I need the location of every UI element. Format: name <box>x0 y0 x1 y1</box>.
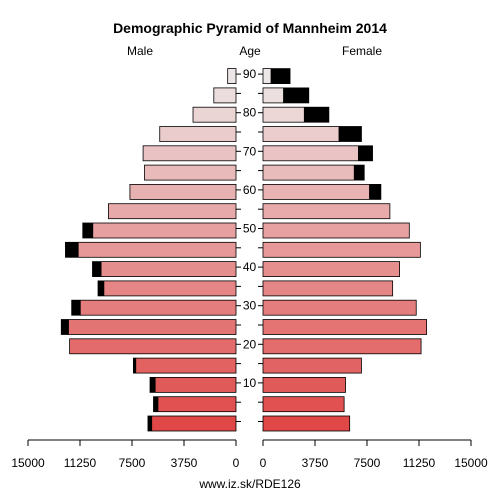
female-bar-50-54 <box>262 222 410 239</box>
x-tick-label: 15000 <box>11 456 45 470</box>
female-excess-70-74 <box>357 145 373 161</box>
male-bar-50-54 <box>82 222 237 239</box>
female-bar-30-34 <box>262 299 417 316</box>
female-bar-40-44 <box>262 261 400 278</box>
female-bar-45-49 <box>262 241 421 258</box>
male-bar-35-39 <box>97 280 237 297</box>
male-bar-25-29 <box>60 319 237 335</box>
female-bar-25-29 <box>262 319 428 335</box>
female-bar-15-19 <box>262 357 362 374</box>
x-tick-label: 7500 <box>354 456 381 470</box>
male-bar-45-49 <box>65 241 237 258</box>
bars-group <box>60 68 428 432</box>
age-tick-label: 50 <box>243 222 257 236</box>
age-tick-label: 90 <box>243 67 257 81</box>
male-excess-35-39 <box>98 280 105 296</box>
male-excess-40-44 <box>92 261 102 277</box>
age-tick-label: 40 <box>243 260 257 274</box>
age-tick-label: 60 <box>243 183 257 197</box>
male-bar-65-69 <box>144 164 237 181</box>
male-bar-5-9 <box>153 396 237 413</box>
female-bar-20-24 <box>262 338 422 355</box>
male-excess-0-4 <box>147 416 153 431</box>
female-bar-60-64 <box>262 183 382 200</box>
footer-url: www.iz.sk/RDE126 <box>198 477 301 491</box>
male-excess-25-29 <box>61 319 69 335</box>
x-tick-label: 11250 <box>403 456 436 470</box>
x-tick-label: 11250 <box>64 456 97 470</box>
age-tick-label: 10 <box>243 376 257 390</box>
male-excess-30-34 <box>71 300 81 316</box>
female-bar-65-69 <box>262 164 365 181</box>
female-bar-70-74 <box>262 145 373 162</box>
x-tick-label: 7500 <box>119 456 146 470</box>
female-bar-55-59 <box>262 203 391 220</box>
female-excess-90+ <box>270 68 291 84</box>
male-bar-30-34 <box>71 299 237 316</box>
x-tick-label: 0 <box>233 456 240 470</box>
x-tick-label: 3750 <box>171 456 198 470</box>
chart-title: Demographic Pyramid of Mannheim 2014 <box>113 20 387 36</box>
female-excess-60-64 <box>369 184 381 200</box>
x-tick-label: 15000 <box>454 456 488 470</box>
age-tick-label: 30 <box>243 299 257 313</box>
age-label: Age <box>239 44 261 58</box>
age-tick-label: 20 <box>243 337 257 351</box>
axes-group: 10 20 30 40 50 60 70 80 90 15000 11250 7500 3750 0 0 37… <box>11 67 488 470</box>
female-label: Female <box>342 44 382 58</box>
female-bar-5-9 <box>262 396 345 413</box>
female-excess-80-84 <box>303 107 329 123</box>
male-bar-90+ <box>227 68 237 84</box>
male-label: Male <box>127 44 153 58</box>
age-tick-label: 70 <box>243 144 257 158</box>
male-excess-50-54 <box>82 223 94 238</box>
x-tick-label: 3750 <box>302 456 329 470</box>
male-excess-15-19 <box>133 358 137 374</box>
male-bar-40-44 <box>92 261 237 278</box>
male-bar-85-89 <box>213 87 237 104</box>
female-bar-35-39 <box>262 280 394 297</box>
female-excess-75-79 <box>338 126 362 142</box>
male-bar-75-79 <box>159 126 237 142</box>
male-bar-55-59 <box>108 203 237 220</box>
male-bar-60-64 <box>129 183 237 200</box>
female-bar-10-14 <box>262 376 346 393</box>
male-bar-80-84 <box>192 106 237 123</box>
female-bar-0-4 <box>262 415 351 432</box>
female-excess-65-69 <box>353 165 365 181</box>
female-excess-85-89 <box>283 87 309 103</box>
x-tick-label: 0 <box>260 456 267 470</box>
male-excess-10-14 <box>150 377 156 393</box>
male-excess-45-49 <box>65 242 79 258</box>
male-bar-20-24 <box>69 338 237 355</box>
male-bar-15-19 <box>132 357 237 374</box>
male-bar-70-74 <box>142 145 237 162</box>
male-bar-0-4 <box>147 415 237 432</box>
age-tick-label: 80 <box>243 106 257 120</box>
male-bar-10-14 <box>149 376 237 393</box>
male-excess-5-9 <box>153 396 159 412</box>
